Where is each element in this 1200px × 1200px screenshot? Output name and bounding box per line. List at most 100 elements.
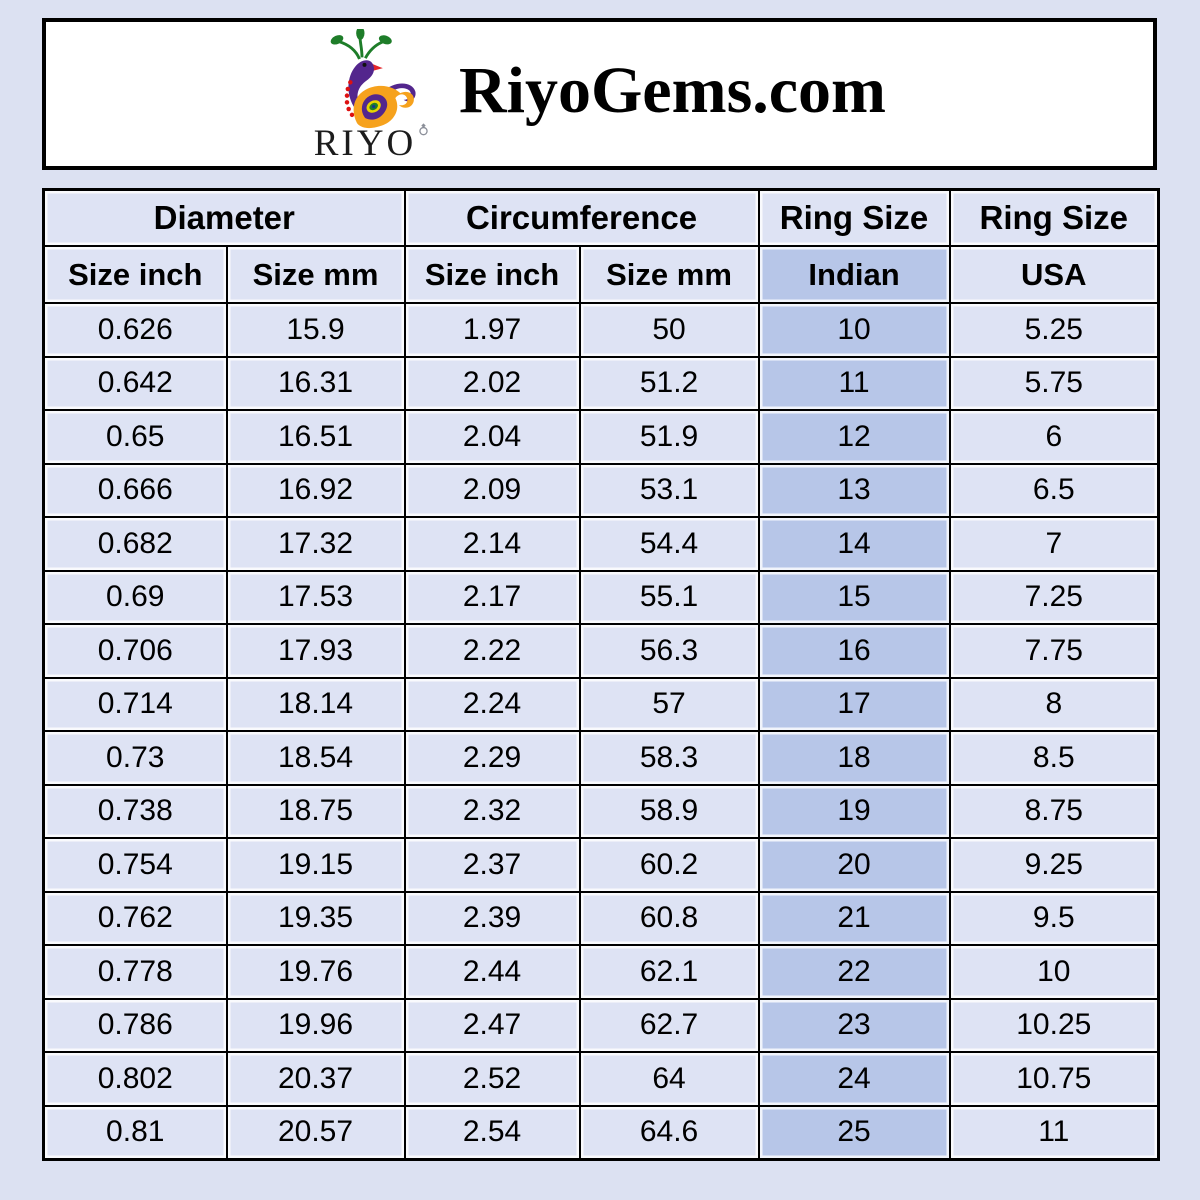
table-cell: 7.75 [948,623,1160,679]
table-cell: 2.29 [403,730,581,786]
table-cell: 12 [757,409,951,465]
table-row: 0.626 15.9 1.97 50 10 5.25 [42,302,1160,358]
table-row: 0.786 19.96 2.47 62.7 23 10.25 [42,997,1160,1053]
table-cell: 0.754 [42,837,228,893]
table-cell: 20.57 [225,1104,406,1161]
table-cell: 60.8 [578,890,760,946]
table-cell: 6.5 [948,462,1160,518]
group-header-ring-size-indian: Ring Size [757,188,951,247]
table-cell: 18.14 [225,676,406,732]
table-cell: 2.22 [403,623,581,679]
col-header-circumference-inch: Size inch [403,245,581,304]
table-cell: 60.2 [578,837,760,893]
table-cell: 16.31 [225,355,406,411]
col-header-diameter-inch: Size inch [42,245,228,304]
col-header-diameter-mm: Size mm [225,245,406,304]
table-cell: 0.69 [42,569,228,625]
table-cell: 8.75 [948,783,1160,839]
table-cell: 19.15 [225,837,406,893]
table-cell: 20 [757,837,951,893]
table-row: 0.714 18.14 2.24 57 17 8 [42,676,1160,732]
table-cell: 10 [948,944,1160,1000]
col-header-indian: Indian [757,245,951,304]
table-cell: 16 [757,623,951,679]
table-row: 0.738 18.75 2.32 58.9 19 8.75 [42,783,1160,839]
table-cell: 0.81 [42,1104,228,1161]
table-cell: 25 [757,1104,951,1161]
table-row: 0.65 16.51 2.04 51.9 12 6 [42,409,1160,465]
group-header-ring-size-usa: Ring Size [948,188,1160,247]
table-cell: 0.786 [42,997,228,1053]
header-banner: RIYO RiyoGems.com [42,18,1157,170]
table-row: 0.754 19.15 2.37 60.2 20 9.25 [42,837,1160,893]
table-cell: 18.54 [225,730,406,786]
table-cell: 2.54 [403,1104,581,1161]
table-cell: 0.682 [42,516,228,572]
table-cell: 21 [757,890,951,946]
table-row: 0.778 19.76 2.44 62.1 22 10 [42,944,1160,1000]
table-cell: 20.37 [225,1051,406,1107]
table-cell: 23 [757,997,951,1053]
table-cell: 14 [757,516,951,572]
table-cell: 50 [578,302,760,358]
table-cell: 0.65 [42,409,228,465]
table-cell: 13 [757,462,951,518]
table-cell: 2.02 [403,355,581,411]
table-cell: 56.3 [578,623,760,679]
table-cell: 5.75 [948,355,1160,411]
table-cell: 0.714 [42,676,228,732]
table-cell: 24 [757,1051,951,1107]
table-cell: 2.52 [403,1051,581,1107]
table-cell: 0.626 [42,302,228,358]
table-cell: 2.32 [403,783,581,839]
table-cell: 7 [948,516,1160,572]
table-cell: 17.53 [225,569,406,625]
table-cell: 0.706 [42,623,228,679]
table-cell: 18.75 [225,783,406,839]
site-title: RiyoGems.com [458,54,887,127]
table-cell: 51.2 [578,355,760,411]
table-cell: 2.14 [403,516,581,572]
col-header-usa: USA [948,245,1160,304]
ring-icon [419,122,428,135]
table-cell: 2.24 [403,676,581,732]
table-cell: 62.7 [578,997,760,1053]
col-header-circumference-mm: Size mm [578,245,760,304]
riyo-logo: RIYO [313,28,431,164]
table-cell: 57 [578,676,760,732]
group-header-diameter: Diameter [42,188,406,247]
table-cell: 2.47 [403,997,581,1053]
table-cell: 0.666 [42,462,228,518]
table-row: 0.81 20.57 2.54 64.6 25 11 [42,1104,1160,1161]
table-cell: 16.51 [225,409,406,465]
table-row: 0.706 17.93 2.22 56.3 16 7.75 [42,623,1160,679]
table-row: 0.73 18.54 2.29 58.3 18 8.5 [42,730,1160,786]
table-cell: 10 [757,302,951,358]
table-cell: 64.6 [578,1104,760,1161]
column-header-row: Size inch Size mm Size inch Size mm Indi… [42,245,1160,304]
table-cell: 0.738 [42,783,228,839]
table-cell: 0.802 [42,1051,228,1107]
table-cell: 2.39 [403,890,581,946]
table-cell: 10.25 [948,997,1160,1053]
table-cell: 5.25 [948,302,1160,358]
table-row: 0.682 17.32 2.14 54.4 14 7 [42,516,1160,572]
table-cell: 62.1 [578,944,760,1000]
table-cell: 10.75 [948,1051,1160,1107]
table-cell: 17 [757,676,951,732]
table-cell: 19.35 [225,890,406,946]
table-cell: 53.1 [578,462,760,518]
table-cell: 58.3 [578,730,760,786]
logo-brand-text: RIYO [313,122,417,164]
peacock-icon [330,28,416,128]
table-cell: 8.5 [948,730,1160,786]
table-cell: 19.76 [225,944,406,1000]
table-row: 0.802 20.37 2.52 64 24 10.75 [42,1051,1160,1107]
table-cell: 55.1 [578,569,760,625]
table-row: 0.642 16.31 2.02 51.2 11 5.75 [42,355,1160,411]
table-cell: 7.25 [948,569,1160,625]
table-cell: 19.96 [225,997,406,1053]
table-cell: 58.9 [578,783,760,839]
table-cell: 9.5 [948,890,1160,946]
